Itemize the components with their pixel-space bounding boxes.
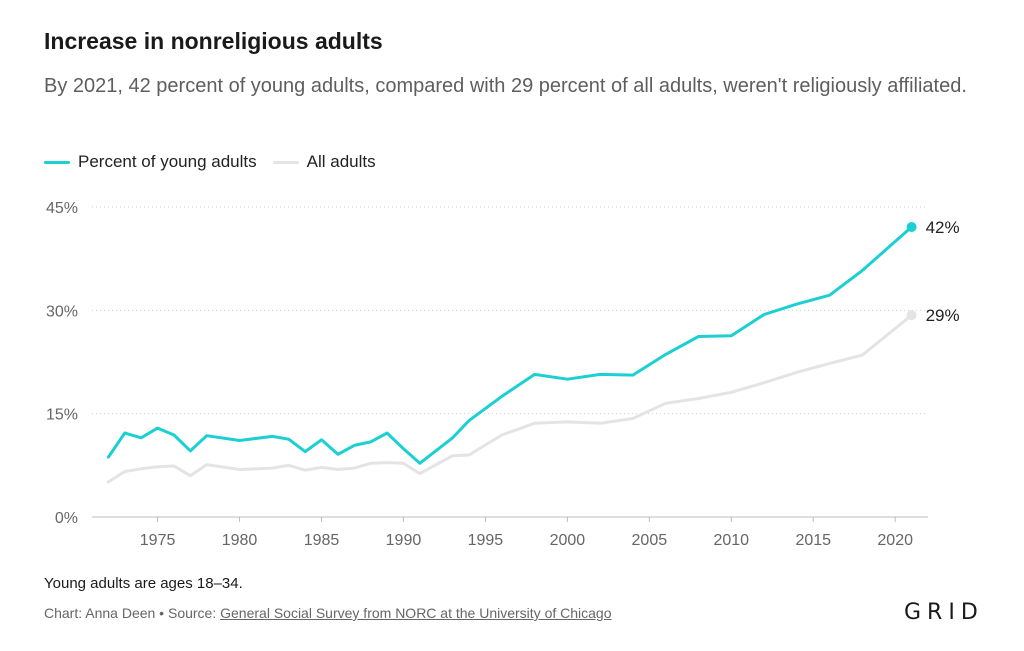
legend-label-young-adults: Percent of young adults <box>78 152 257 171</box>
line-chart: 0% 15% 30% 45% 1975 1980 1985 1990 1995 2000 2005 2… <box>46 200 960 549</box>
end-point-young-adults <box>906 221 917 232</box>
x-tick-label: 2010 <box>713 532 749 549</box>
source-link[interactable]: General Social Survey from NORC at the U… <box>220 605 612 621</box>
x-tick-label: 2005 <box>632 532 668 549</box>
x-tick-label: 2020 <box>877 532 913 549</box>
x-tick-label: 1975 <box>140 532 176 549</box>
x-tick-label: 1980 <box>222 532 258 549</box>
legend-label-all-adults: All adults <box>306 152 376 171</box>
grid-logo: GRID <box>904 600 984 625</box>
x-tick-label: 1985 <box>304 532 340 549</box>
legend: Percent of young adults All adults <box>44 152 392 172</box>
legend-swatch-young-adults <box>44 160 70 164</box>
end-label-young-adults: 42% <box>926 218 960 237</box>
x-tick-label: 1990 <box>386 532 422 549</box>
legend-swatch-all-adults <box>272 160 299 164</box>
y-tick-label: 30% <box>46 303 78 320</box>
x-tick-label: 2000 <box>550 532 586 549</box>
source-credit: Chart: Anna Deen • Source: General Socia… <box>44 605 612 621</box>
y-tick-label: 15% <box>46 407 78 424</box>
legend-item-all-adults: All adults <box>272 152 376 172</box>
x-tick-label: 1995 <box>468 532 504 549</box>
y-tick-label: 0% <box>55 510 78 527</box>
legend-item-young-adults: Percent of young adults <box>44 152 257 172</box>
footnote: Young adults are ages 18–34. <box>44 575 243 592</box>
series-line-young-adults <box>106 225 914 465</box>
y-tick-label: 45% <box>46 200 78 217</box>
end-label-all-adults: 29% <box>926 306 960 325</box>
chart-subtitle: By 2021, 42 percent of young adults, com… <box>44 75 967 97</box>
credit-prefix: Chart: Anna Deen • Source: <box>44 605 221 621</box>
end-point-all-adults <box>906 310 917 321</box>
x-tick-label: 2015 <box>795 532 831 549</box>
chart-title: Increase in nonreligious adults <box>44 28 383 54</box>
series-line-all-adults <box>106 313 914 484</box>
